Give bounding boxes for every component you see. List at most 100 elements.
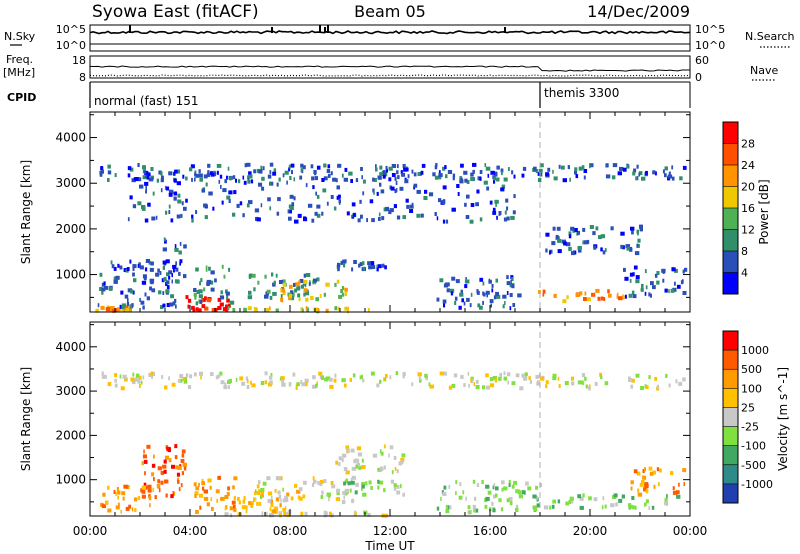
- heatmap-cell: [661, 268, 666, 273]
- heatmap-cell: [195, 509, 199, 514]
- heatmap-cell: [284, 495, 288, 500]
- heatmap-cell: [132, 272, 135, 277]
- heatmap-cell: [179, 259, 183, 264]
- heatmap-cell: [283, 511, 286, 516]
- heatmap-cell: [285, 511, 288, 516]
- heatmap-cell: [115, 505, 120, 510]
- heatmap-cell: [683, 482, 685, 487]
- heatmap-cell: [656, 271, 660, 275]
- heatmap-cell: [594, 381, 598, 386]
- heatmap-cell: [383, 444, 386, 449]
- heatmap-cell: [623, 267, 626, 272]
- heatmap-cell: [264, 294, 269, 299]
- date-title: 14/Dec/2009: [587, 2, 690, 21]
- heatmap-cell: [289, 209, 292, 214]
- heatmap-cell: [280, 294, 283, 299]
- heatmap-cell: [155, 215, 158, 220]
- heatmap-cell: [173, 191, 178, 196]
- heatmap-cell: [385, 373, 388, 378]
- heatmap-cell: [166, 446, 171, 451]
- heatmap-cell: [184, 377, 187, 382]
- noise-spikes: [129, 25, 506, 33]
- heatmap-cell: [149, 267, 154, 272]
- heatmap-cell: [280, 498, 282, 503]
- heatmap-cell: [479, 305, 483, 310]
- heatmap-cell: [146, 175, 150, 180]
- heatmap-cell: [151, 463, 156, 468]
- heatmap-cell: [144, 292, 147, 297]
- heatmap-cell: [319, 294, 322, 298]
- heatmap-cell: [617, 171, 622, 176]
- heatmap-cell: [500, 507, 504, 512]
- heatmap-cell: [395, 188, 398, 193]
- heatmap-cell: [117, 490, 121, 495]
- heatmap-cell: [200, 375, 202, 380]
- heatmap-cell: [326, 492, 331, 497]
- heatmap-cell: [467, 505, 471, 510]
- heatmap-cell: [355, 464, 358, 469]
- heatmap-cell: [305, 306, 308, 311]
- heatmap-cell: [570, 226, 575, 231]
- heatmap-cell: [357, 452, 363, 457]
- heatmap-cell: [500, 168, 504, 173]
- noise-right-tick-low: 10^0: [695, 39, 725, 52]
- heatmap-cell: [107, 178, 110, 182]
- heatmap-cell: [353, 260, 357, 264]
- heatmap-cell: [107, 485, 110, 490]
- heatmap-cell: [132, 264, 137, 269]
- heatmap-cell: [177, 479, 180, 484]
- heatmap-cell: [168, 204, 171, 209]
- heatmap-cell: [246, 385, 250, 389]
- heatmap-cell: [485, 496, 490, 501]
- heatmap-cell: [225, 307, 229, 312]
- heatmap-cell: [129, 195, 133, 200]
- heatmap-cell: [153, 372, 156, 376]
- heatmap-cell: [417, 172, 422, 176]
- heatmap-cell: [245, 509, 248, 514]
- heatmap-cell: [470, 172, 474, 177]
- heatmap-cell: [668, 289, 670, 294]
- heatmap-cell: [284, 170, 289, 175]
- heatmap-cell: [247, 306, 252, 311]
- heatmap-cell: [518, 494, 523, 499]
- heatmap-cell: [380, 451, 384, 456]
- heatmap-cell: [291, 292, 295, 297]
- heatmap-cell: [633, 168, 637, 173]
- heatmap-cell: [416, 213, 421, 218]
- heatmap-cell: [139, 265, 144, 270]
- heatmap-cell: [327, 164, 331, 169]
- heatmap-cell: [329, 377, 333, 382]
- heatmap-cell: [107, 382, 112, 387]
- heatmap-cell: [634, 251, 640, 256]
- heatmap-cell: [539, 163, 544, 168]
- heatmap-cell: [142, 454, 147, 459]
- heatmap-cell: [652, 470, 656, 475]
- heatmap-cell: [153, 477, 155, 481]
- heatmap-cell: [314, 383, 318, 388]
- freq-left-tick-low: 8: [79, 71, 86, 84]
- heatmap-cell: [675, 490, 680, 495]
- heatmap-cell: [631, 378, 635, 383]
- heatmap-cell: [513, 194, 516, 199]
- heatmap-cell: [479, 277, 484, 282]
- heatmap-cell: [272, 291, 277, 296]
- heatmap-cell: [215, 375, 219, 380]
- heatmap-cell: [110, 260, 113, 265]
- heatmap-cell: [203, 174, 208, 179]
- heatmap-cell: [600, 247, 603, 252]
- heatmap-cell: [280, 288, 286, 293]
- heatmap-cell: [354, 458, 360, 463]
- heatmap-cell: [201, 298, 206, 302]
- heatmap-cell: [126, 267, 130, 271]
- heatmap-cell: [488, 279, 492, 284]
- heatmap-cell: [458, 305, 462, 310]
- heatmap-cell: [172, 301, 176, 306]
- heatmap-cell: [141, 280, 147, 285]
- heatmap-cell: [539, 376, 545, 381]
- heatmap-cell: [101, 287, 106, 292]
- nave-label: Nave: [750, 64, 778, 77]
- y-tick-label: 3000: [55, 176, 86, 190]
- heatmap-cell: [264, 274, 267, 279]
- heatmap-cell: [360, 214, 363, 219]
- heatmap-cell: [434, 212, 437, 216]
